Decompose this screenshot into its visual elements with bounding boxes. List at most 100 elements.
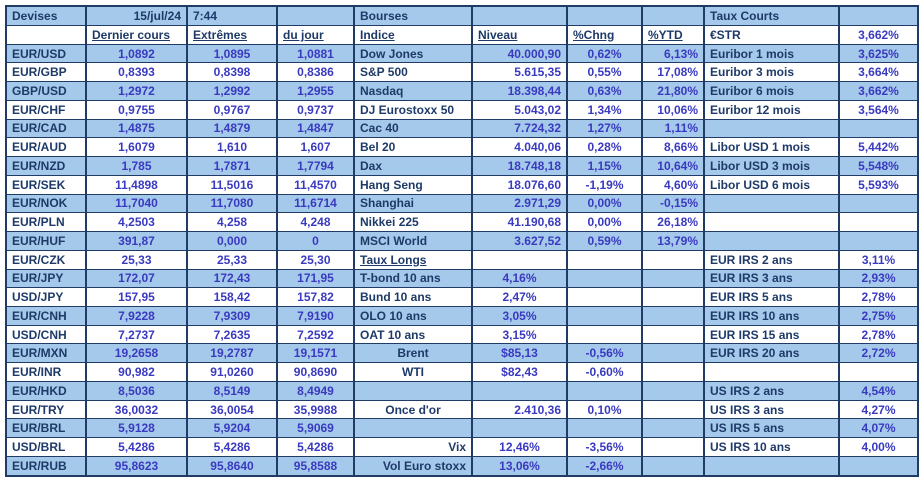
currency-day-extreme-value: 1,4847: [276, 118, 355, 139]
index-level-value: 18.076,60: [471, 174, 568, 195]
index-level-value: 4.040,06: [471, 137, 568, 158]
currency-pair-label: EUR/AUD: [5, 137, 87, 158]
currency-day-extreme-value: 5,9069: [276, 418, 355, 439]
index-level-value: 3,15%: [471, 324, 568, 345]
index-label: WTI: [353, 362, 473, 382]
currency-extreme-value: 1,2992: [186, 81, 278, 101]
rate-value: 2,75%: [838, 305, 919, 326]
currency-extreme-value: 4,258: [186, 212, 278, 233]
rate-value: 3,662%: [838, 81, 919, 101]
index-level-value: 41.190,68: [471, 212, 568, 233]
index-ytd-value: 13,79%: [641, 231, 705, 251]
rate-label: US IRS 5 ans: [703, 418, 840, 439]
index-ytd-value: 26,18%: [641, 212, 705, 233]
empty-cell: [838, 118, 919, 139]
sheet-row: EUR/SEK 11,4898 11,5016 11,4570 Hang Seng 18.…: [5, 174, 919, 195]
index-level-value: 3,05%: [471, 305, 568, 326]
rate-value: 4,00%: [838, 437, 919, 457]
sheet-row: EUR/JPY 172,07 172,43 171,95 T-bond 10 ans 4,…: [5, 268, 919, 289]
rate-value: 4,27%: [838, 399, 919, 420]
index-ytd-value: 8,66%: [641, 137, 705, 158]
sheet-row: GBP/USD 1,2972 1,2992 1,2955 Nasdaq 18.398,44…: [5, 81, 919, 101]
currency-pair-label: EUR/CZK: [5, 249, 87, 270]
index-change-value: -0,56%: [566, 343, 643, 364]
sheet-row: USD/CNH 7,2737 7,2635 7,2592 OAT 10 ans 3,15%…: [5, 324, 919, 345]
currency-day-extreme-value: 11,4570: [276, 174, 355, 195]
sheet-row: EUR/HUF 391,87 0,000 0 MSCI World 3.627,52 0,5…: [5, 231, 919, 251]
index-level-value: 18.398,44: [471, 81, 568, 101]
index-change-value: -2,66%: [566, 455, 643, 477]
index-change-value: 0,62%: [566, 43, 643, 64]
empty-cell: [471, 418, 568, 439]
rate-value: 2,93%: [838, 268, 919, 289]
currency-last-value: 391,87: [85, 231, 188, 251]
currency-pair-label: USD/JPY: [5, 287, 87, 307]
empty-cell: [566, 305, 643, 326]
empty-cell: [838, 231, 919, 251]
empty-cell: [566, 418, 643, 439]
empty-cell: [641, 343, 705, 364]
bourses-column-header: %Chng: [566, 24, 643, 45]
index-level-value: 5.043,02: [471, 99, 568, 120]
index-level-value: 40.000,90: [471, 43, 568, 64]
market-dashboard-table: Devises 15/jul/24 7:44 Bourses Taux Courts De…: [5, 5, 919, 477]
currency-last-value: 5,9128: [85, 418, 188, 439]
currency-extreme-value: 95,8640: [186, 455, 278, 477]
currency-pair-label: GBP/USD: [5, 81, 87, 101]
currency-extreme-value: 7,2635: [186, 324, 278, 345]
rate-label: EUR IRS 15 ans: [703, 324, 840, 345]
currency-day-extreme-value: 7,2592: [276, 324, 355, 345]
empty-cell: [641, 287, 705, 307]
currency-pair-label: EUR/GBP: [5, 62, 87, 83]
empty-cell: [703, 118, 840, 139]
currency-day-extreme-value: 171,95: [276, 268, 355, 289]
sheet-row: EUR/CNH 7,9228 7,9309 7,9190 OLO 10 ans 3,05%…: [5, 305, 919, 326]
currency-last-value: 11,7040: [85, 193, 188, 214]
currency-extreme-value: 5,4286: [186, 437, 278, 457]
currency-extreme-value: 19,2787: [186, 343, 278, 364]
currency-last-value: 5,4286: [85, 437, 188, 457]
rate-label: EUR IRS 20 ans: [703, 343, 840, 364]
index-level-value: 3.627,52: [471, 231, 568, 251]
currency-extreme-value: 0,8398: [186, 62, 278, 83]
empty-cell: [471, 5, 568, 26]
currency-extreme-value: 25,33: [186, 249, 278, 270]
empty-cell: [471, 380, 568, 401]
index-ytd-value: 4,60%: [641, 174, 705, 195]
currency-extreme-value: 1,0895: [186, 43, 278, 64]
index-level-value: $85,13: [471, 343, 568, 364]
currency-extreme-value: 5,9204: [186, 418, 278, 439]
currency-pair-label: EUR/JPY: [5, 268, 87, 289]
currency-extreme-value: 11,5016: [186, 174, 278, 195]
index-change-value: 1,15%: [566, 156, 643, 176]
empty-cell: [838, 5, 919, 26]
currency-pair-label: EUR/NZD: [5, 156, 87, 176]
sheet-row: Devises 15/jul/24 7:44 Bourses Taux Courts: [5, 5, 919, 26]
index-label: OLO 10 ans: [353, 305, 473, 326]
rate-label: Libor USD 3 mois: [703, 156, 840, 176]
currency-extreme-value: 0,000: [186, 231, 278, 251]
currency-day-extreme-value: 7,9190: [276, 305, 355, 326]
empty-cell: [5, 24, 87, 45]
empty-cell: [566, 268, 643, 289]
index-level-value: 18.748,18: [471, 156, 568, 176]
sheet-row: Dernier cours Extrêmes du jour Indice Niveau…: [5, 24, 919, 45]
currency-last-value: 1,2972: [85, 81, 188, 101]
empty-cell: [641, 380, 705, 401]
index-level-value: 2.410,36: [471, 399, 568, 420]
rate-value: 3,564%: [838, 99, 919, 120]
index-level-value: 7.724,32: [471, 118, 568, 139]
sheet-row: EUR/CZK 25,33 25,33 25,30 Taux Longs EUR IRS …: [5, 249, 919, 270]
sheet-row: EUR/PLN 4,2503 4,258 4,248 Nikkei 225 41.190,…: [5, 212, 919, 233]
sheet-row: USD/BRL 5,4286 5,4286 5,4286 Vix 12,46% -3,56%…: [5, 437, 919, 457]
currency-day-extreme-value: 95,8588: [276, 455, 355, 477]
currency-last-value: 95,8623: [85, 455, 188, 477]
bourses-column-header: %YTD: [641, 24, 705, 45]
empty-cell: [353, 380, 473, 401]
index-change-value: 0,59%: [566, 231, 643, 251]
currency-pair-label: EUR/PLN: [5, 212, 87, 233]
rate-label: EUR IRS 2 ans: [703, 249, 840, 270]
bourses-section-title: Bourses: [353, 5, 473, 26]
taux-courts-section-title: Taux Courts: [703, 5, 840, 26]
currency-pair-label: EUR/BRL: [5, 418, 87, 439]
